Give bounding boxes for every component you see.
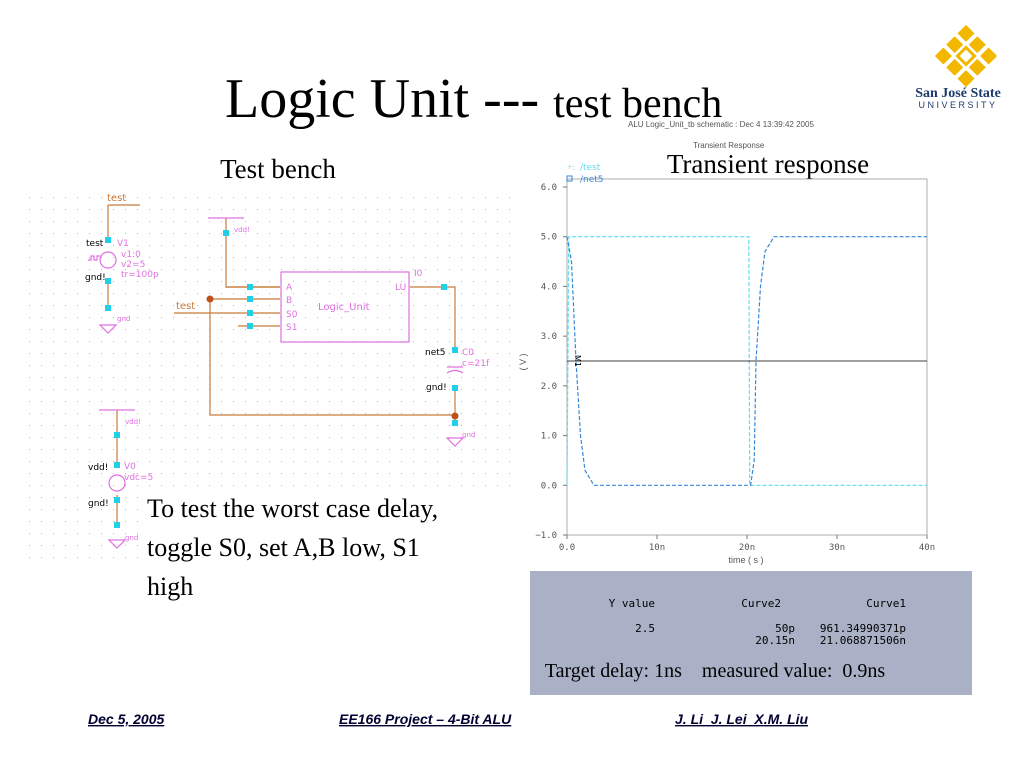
param-label: v1:0 <box>121 250 141 260</box>
wire-label: test <box>107 193 126 204</box>
port-label: S1 <box>286 323 297 333</box>
instance-label: I0 <box>414 269 423 279</box>
y-axis-label: ( V ) <box>518 353 528 370</box>
logo: San José State UNIVERSITY <box>915 24 1001 110</box>
y-tick-label: 3.0 <box>541 332 557 342</box>
param-label: tr=100p <box>121 270 159 280</box>
legend-label: /net5 <box>580 175 604 185</box>
block-label: Logic_Unit <box>318 302 370 313</box>
y-tick-label: 6.0 <box>541 183 557 193</box>
wire-label: test <box>176 301 195 312</box>
caption: Target delay: 1ns measured value: 0.9ns <box>545 660 886 682</box>
title-main: Logic Unit --- <box>225 68 553 130</box>
marker-label: M1 <box>573 355 582 367</box>
x-tick-label: 20n <box>739 543 755 553</box>
chart-subtitle: Transient Response <box>693 141 765 150</box>
legend-symbol: +: <box>567 162 575 172</box>
pin-label: gnd! <box>88 499 109 509</box>
pin-label: gnd! <box>85 273 106 283</box>
symbol-label: gnd <box>125 534 138 542</box>
legend-label: /test <box>580 163 601 173</box>
footer-project: EE166 Project – 4-Bit ALU <box>339 711 512 727</box>
slide-title: Logic Unit --- test bench <box>225 68 722 130</box>
table-bg <box>530 571 972 695</box>
chart: ALU Logic_Unit_tb schematic : Dec 4 13:3… <box>518 120 935 565</box>
y-tick-label: 1.0 <box>541 432 557 442</box>
body-line: To test the worst case delay, <box>147 494 438 523</box>
legend-symbol <box>566 175 573 182</box>
left-heading: Test bench <box>220 154 336 184</box>
table-cell: 2.5 <box>635 622 655 635</box>
param-label: vdc=5 <box>124 473 153 483</box>
right-heading: Transient response <box>667 149 869 179</box>
param-label: v2=5 <box>121 260 145 270</box>
plot-frame <box>566 178 928 536</box>
chart-title: ALU Logic_Unit_tb schematic : Dec 4 13:3… <box>628 120 814 129</box>
instance-label: C0 <box>462 348 474 358</box>
symbol-label: gnd <box>462 431 475 439</box>
net-label: net5 <box>425 348 446 358</box>
logo-name: San José State <box>915 86 1001 101</box>
body-line: toggle S0, set A,B low, S1 <box>147 533 420 562</box>
instance-label: V0 <box>124 462 136 472</box>
x-tick-label: 10n <box>649 543 665 553</box>
pin-label: vdd! <box>88 463 108 473</box>
y-tick-label: 0.0 <box>541 481 557 491</box>
body-text: To test the worst case delay, toggle S0,… <box>147 494 445 601</box>
symbol-label: vdd! <box>234 226 250 234</box>
x-tick-label: 0.0 <box>559 543 575 553</box>
x-tick-label: 40n <box>919 543 935 553</box>
body-line: high <box>147 572 193 601</box>
port-label: A <box>286 283 293 293</box>
param-label: c=21f <box>462 359 490 369</box>
port-label: LU <box>395 283 406 293</box>
symbol-label: vdd! <box>125 418 141 426</box>
x-tick-label: 30n <box>829 543 845 553</box>
table-cell: 50p <box>775 622 795 635</box>
title-sub: test bench <box>553 81 722 127</box>
pin-label: test <box>86 239 104 249</box>
y-tick-label: 4.0 <box>541 282 557 292</box>
table-header: Y value <box>609 597 655 610</box>
table-header: Curve2 <box>741 597 781 610</box>
footer-date: Dec 5, 2005 <box>88 711 164 727</box>
port-label: B <box>286 296 292 306</box>
symbol-label: gnd <box>117 315 130 323</box>
instance-label: V1 <box>117 239 129 249</box>
y-tick-label: −1.0 <box>535 531 557 541</box>
series-line <box>566 236 927 486</box>
y-tick-label: 5.0 <box>541 233 557 243</box>
logo-sub: UNIVERSITY <box>918 100 997 110</box>
table-header: Curve1 <box>866 597 906 610</box>
table-cell: 21.068871506n <box>820 634 906 647</box>
pin-label: gnd! <box>426 383 447 393</box>
port-label: S0 <box>286 310 298 320</box>
y-tick-label: 2.0 <box>541 382 557 392</box>
table-cell: 20.15n <box>755 634 795 647</box>
series-line <box>566 236 927 486</box>
x-axis-label: time ( s ) <box>729 555 764 565</box>
table-cell: 961.34990371p <box>820 622 906 635</box>
footer-authors: J. Li J. Lei X.M. Liu <box>675 711 808 727</box>
